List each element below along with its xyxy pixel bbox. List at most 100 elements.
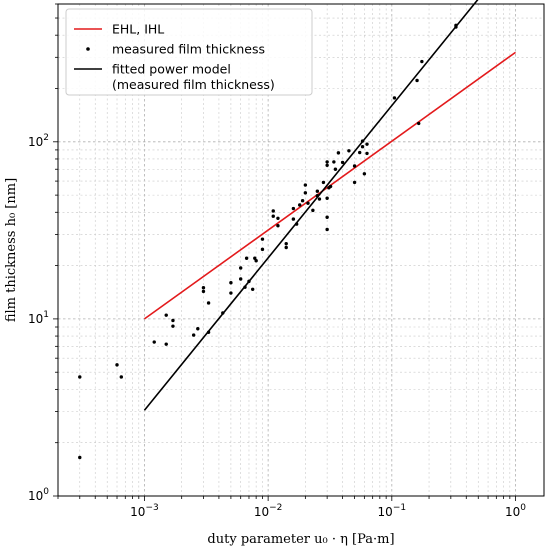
measured-data-point [315,189,320,193]
measured-data-point [303,183,308,187]
measured-data-point [417,121,421,126]
measured-data-point [298,203,302,207]
y-tick-label: 101 [28,310,49,326]
measured-data-point [229,291,233,295]
measured-data-point [328,184,333,189]
measured-data-point [325,163,329,167]
measured-data-point [244,256,249,260]
measured-data-point [333,167,338,171]
measured-data-point [325,227,329,232]
measured-data-point [119,375,124,379]
measured-data-point [243,285,247,289]
x-tick-label-base: 10 [505,505,520,519]
measured-data-point [247,279,251,284]
measured-data-point [250,287,255,291]
x-tick-label-exponent: −1 [393,503,406,513]
measured-data-point [352,180,357,185]
x-tick-label-base: 10 [130,505,145,519]
y-tick-label-exponent: 2 [43,133,49,143]
y-tick-label-exponent: 1 [43,310,49,320]
measured-data-point [164,342,168,346]
measured-data-point [291,206,296,211]
measured-data-point [115,363,119,367]
fitted-power-model-line [143,0,479,411]
measured-data-point [171,324,175,328]
measured-data-point [294,222,299,226]
measured-data-point [420,59,424,64]
measured-data-point [260,247,265,252]
measured-data-point [201,289,206,294]
x-tick-label-base: 10 [378,505,393,519]
legend-entry-label: measured film thickness [112,42,265,57]
measured-data-point [306,201,310,205]
measured-data-point [238,277,243,281]
legend-entry-label: fitted power model [112,62,231,77]
legend-entry-label-line2: (measured film thickness) [112,77,275,92]
y-tick-label-base: 10 [28,312,43,326]
measured-data-point [317,197,322,201]
measured-data-point [152,340,156,344]
measured-data-point [360,139,365,143]
measured-data-point [276,216,280,220]
measured-data-point [332,160,336,164]
x-tick-label-exponent: 0 [520,503,526,513]
measured-data-point [362,172,367,176]
y-tick-label: 100 [28,487,49,503]
y-tick-label-base: 10 [28,135,43,149]
x-tick-label: 10−2 [254,503,283,519]
x-axis-label: duty parameter u₀ · η [Pa·m] [207,532,394,547]
plot-data [78,0,516,460]
x-tick-label-exponent: −2 [269,503,282,513]
measured-data-point [78,375,82,379]
measured-data-point [254,259,258,263]
x-tick-label: 100 [505,503,526,519]
legend-entry-label: EHL, IHL [112,22,164,37]
measured-data-point [271,214,275,218]
measured-data-point [454,25,458,29]
measured-data-point [196,327,200,331]
x-tick-label-base: 10 [254,505,269,519]
measured-data-point [336,151,341,155]
measured-data-point [276,223,280,228]
measured-data-point [358,150,362,155]
measured-data-point [392,96,397,100]
measured-data-point [340,160,345,165]
measured-data-point [325,196,329,200]
measured-data-point [321,180,326,185]
legend-dot-marker [86,47,90,51]
measured-data-point [238,266,243,270]
measured-data-point [365,142,369,146]
measured-data-point [284,241,288,246]
measured-data-point [291,217,296,221]
measured-data-point [347,149,351,153]
measured-data-point [191,333,196,337]
legend: EHL, IHL measured film thickness fitted po… [65,8,313,96]
measured-data-point [360,145,365,149]
measured-data-point [229,281,233,285]
measured-data-point [415,78,419,83]
measured-data-point [206,301,211,305]
measured-data-point [352,164,357,168]
y-tick-label: 102 [28,133,49,149]
measured-data-point [78,455,82,460]
measured-data-point [221,311,225,315]
measured-data-point [311,208,315,213]
measured-data-point [164,313,168,317]
measured-data-point [365,151,369,156]
measured-data-point [260,237,265,241]
measured-data-point [303,191,308,195]
y-axis-label: film thickness h₀ [nm] [4,178,19,322]
measured-data-point [253,256,257,260]
plot-frame [57,3,545,497]
measured-data-point [325,215,329,219]
measured-data-point [325,160,329,164]
measured-data-point [315,194,320,198]
measured-data-point [206,330,211,335]
measured-data-point [171,318,175,323]
measured-data-point [201,286,206,290]
measured-data-point [271,209,275,213]
measured-data-point [284,245,288,250]
measured-data-point [300,199,305,203]
